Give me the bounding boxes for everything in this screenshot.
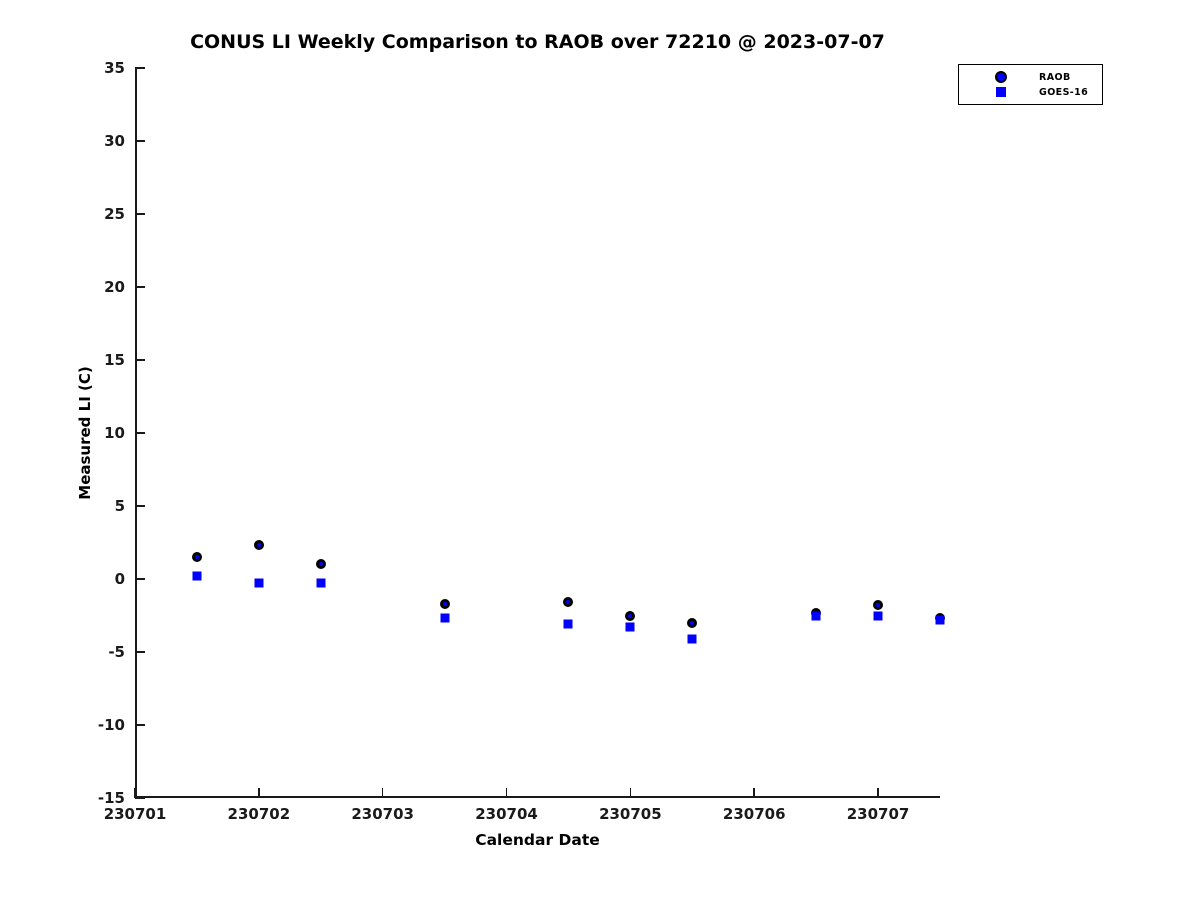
legend-item-raob: RAOB bbox=[959, 70, 1102, 85]
x-tick-label: 230705 bbox=[599, 805, 662, 823]
x-axis-line bbox=[135, 796, 940, 798]
y-tick-label: 0 bbox=[114, 570, 125, 588]
goes-16-legend-marker bbox=[996, 87, 1006, 97]
y-tick-label: 25 bbox=[104, 205, 125, 223]
x-axis-tick bbox=[629, 788, 632, 798]
y-axis-tick bbox=[135, 505, 145, 507]
goes16-data-point bbox=[811, 611, 821, 620]
x-axis-tick bbox=[877, 788, 879, 798]
legend-label-goes16: GOES-16 bbox=[1039, 86, 1089, 98]
plot-area: 35 30 25 20 15 10 5 0 -5 -10 -15 230701 230702 230703… bbox=[98, 59, 945, 823]
goes16-data-point bbox=[625, 622, 635, 632]
goes16-data-point bbox=[687, 634, 697, 644]
y-axis-tick bbox=[135, 651, 145, 653]
raob-data-point bbox=[315, 559, 326, 570]
x-tick-label: 230707 bbox=[846, 805, 910, 823]
y-axis-tick bbox=[135, 724, 145, 726]
x-axis-tick bbox=[381, 788, 384, 798]
y-axis-tick bbox=[135, 578, 145, 580]
legend-item-goes16: GOES-16 bbox=[959, 85, 1102, 100]
x-axis-tick bbox=[753, 788, 756, 798]
y-axis-tick bbox=[135, 140, 145, 142]
y-axis-tick bbox=[135, 213, 145, 215]
goes16-data-point bbox=[316, 578, 326, 588]
y-tick-label: -10 bbox=[97, 716, 125, 734]
y-tick-label: 30 bbox=[104, 132, 125, 150]
goes16-data-point bbox=[873, 611, 883, 620]
y-tick-label: 35 bbox=[104, 59, 125, 77]
y-tick-label: 15 bbox=[104, 351, 125, 369]
goes16-data-point bbox=[935, 615, 945, 625]
y-axis-tick bbox=[135, 359, 145, 361]
y-axis-tick bbox=[135, 67, 145, 69]
x-axis-tick bbox=[505, 788, 508, 798]
y-axis-tick bbox=[135, 286, 145, 288]
raob-data-point bbox=[563, 597, 574, 608]
y-axis-tick bbox=[135, 432, 145, 434]
raob-circle-marker-icon bbox=[995, 71, 1007, 83]
y-tick-label: 20 bbox=[104, 278, 125, 296]
y-tick-label: 5 bbox=[114, 497, 125, 515]
raob-data-point bbox=[253, 540, 264, 551]
goes16-data-point bbox=[254, 578, 264, 588]
goes16-data-point bbox=[563, 619, 573, 629]
goes16-data-point bbox=[440, 613, 450, 623]
raob-data-point bbox=[873, 600, 884, 611]
raob-data-point bbox=[439, 598, 450, 609]
goes16-square-marker-icon bbox=[995, 86, 1007, 98]
x-tick-label: 230704 bbox=[475, 805, 538, 823]
raob-legend-marker bbox=[995, 71, 1007, 83]
x-tick-label: 230702 bbox=[227, 805, 291, 823]
x-tick-label: 230706 bbox=[722, 805, 786, 823]
x-tick-label: 230703 bbox=[351, 805, 414, 823]
legend-label-raob: RAOB bbox=[1039, 71, 1071, 83]
raob-data-point bbox=[625, 610, 636, 621]
x-tick-label: 230701 bbox=[103, 805, 167, 823]
raob-data-point bbox=[687, 617, 698, 628]
raob-data-point bbox=[191, 552, 202, 563]
x-axis-label: Calendar Date bbox=[475, 831, 600, 849]
x-axis-tick bbox=[258, 788, 260, 798]
legend: RAOB GOES-16 bbox=[958, 64, 1103, 105]
chart-title: CONUS LI Weekly Comparison to RAOB over … bbox=[190, 31, 885, 53]
y-tick-label: -15 bbox=[97, 789, 125, 807]
y-tick-label: 10 bbox=[104, 424, 125, 442]
goes16-data-point bbox=[192, 571, 202, 581]
y-axis-tick bbox=[135, 797, 145, 799]
y-tick-label: -5 bbox=[108, 643, 125, 661]
x-axis-tick bbox=[134, 788, 136, 798]
